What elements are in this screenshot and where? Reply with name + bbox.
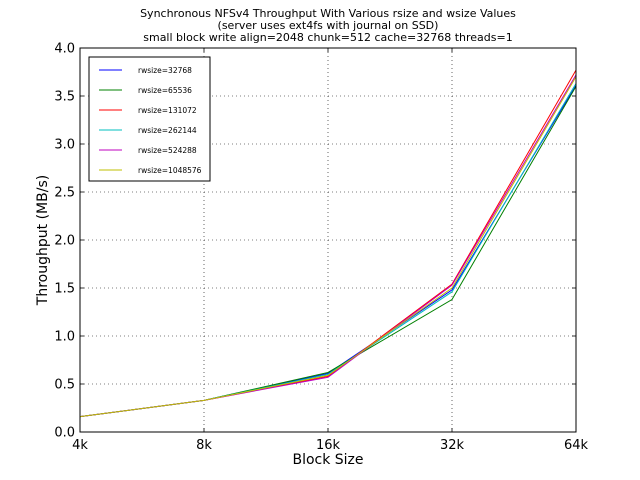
x-tick-label: 32k <box>440 438 465 453</box>
legend-label-5: rwsize=524288 <box>138 146 197 155</box>
series-line-6 <box>79 76 577 418</box>
legend-label-6: rwsize=1048576 <box>138 166 202 175</box>
y-tick-label: 3.5 <box>54 90 75 105</box>
x-tick-label: 64k <box>564 438 589 453</box>
legend: rwsize=32768 rwsize=65536 rwsize=131072 rws… <box>88 56 211 182</box>
chart-title-line-2: (server uses ext4fs with journal on SSD) <box>218 19 439 32</box>
x-tick-label: 4k <box>72 438 88 453</box>
chart-title-line-1: Synchronous NFSv4 Throughput With Variou… <box>140 7 516 20</box>
y-tick-label: 4.0 <box>54 42 75 57</box>
axis-ticks: 4k 8k 16k 32k 64k 0.0 0.5 1.0 1.5 2.0 2.5 3.0 3.5 4.0 <box>54 42 588 454</box>
x-tick-label: 16k <box>316 438 341 453</box>
y-axis-label: Throughput (MB/s) <box>35 175 51 306</box>
y-tick-label: 1.0 <box>54 330 75 345</box>
legend-frame <box>88 56 211 182</box>
series-lines <box>79 69 577 418</box>
grid-lines <box>80 48 576 432</box>
y-tick-label: 2.0 <box>54 234 75 249</box>
y-tick-label: 0.0 <box>54 426 75 441</box>
legend-label-4: rwsize=262144 <box>138 126 197 135</box>
legend-label-3: rwsize=131072 <box>138 106 197 115</box>
y-tick-label: 1.5 <box>54 282 75 297</box>
y-tick-label: 3.0 <box>54 138 75 153</box>
legend-label-1: rwsize=32768 <box>138 66 192 75</box>
x-axis-label: Block Size <box>292 452 363 468</box>
x-tick-label: 8k <box>196 438 212 453</box>
y-tick-label: 2.5 <box>54 186 75 201</box>
chart-title-line-3: small block write align=2048 chunk=512 c… <box>143 31 512 44</box>
legend-label-2: rwsize=65536 <box>138 86 192 95</box>
y-tick-label: 0.5 <box>54 378 75 393</box>
